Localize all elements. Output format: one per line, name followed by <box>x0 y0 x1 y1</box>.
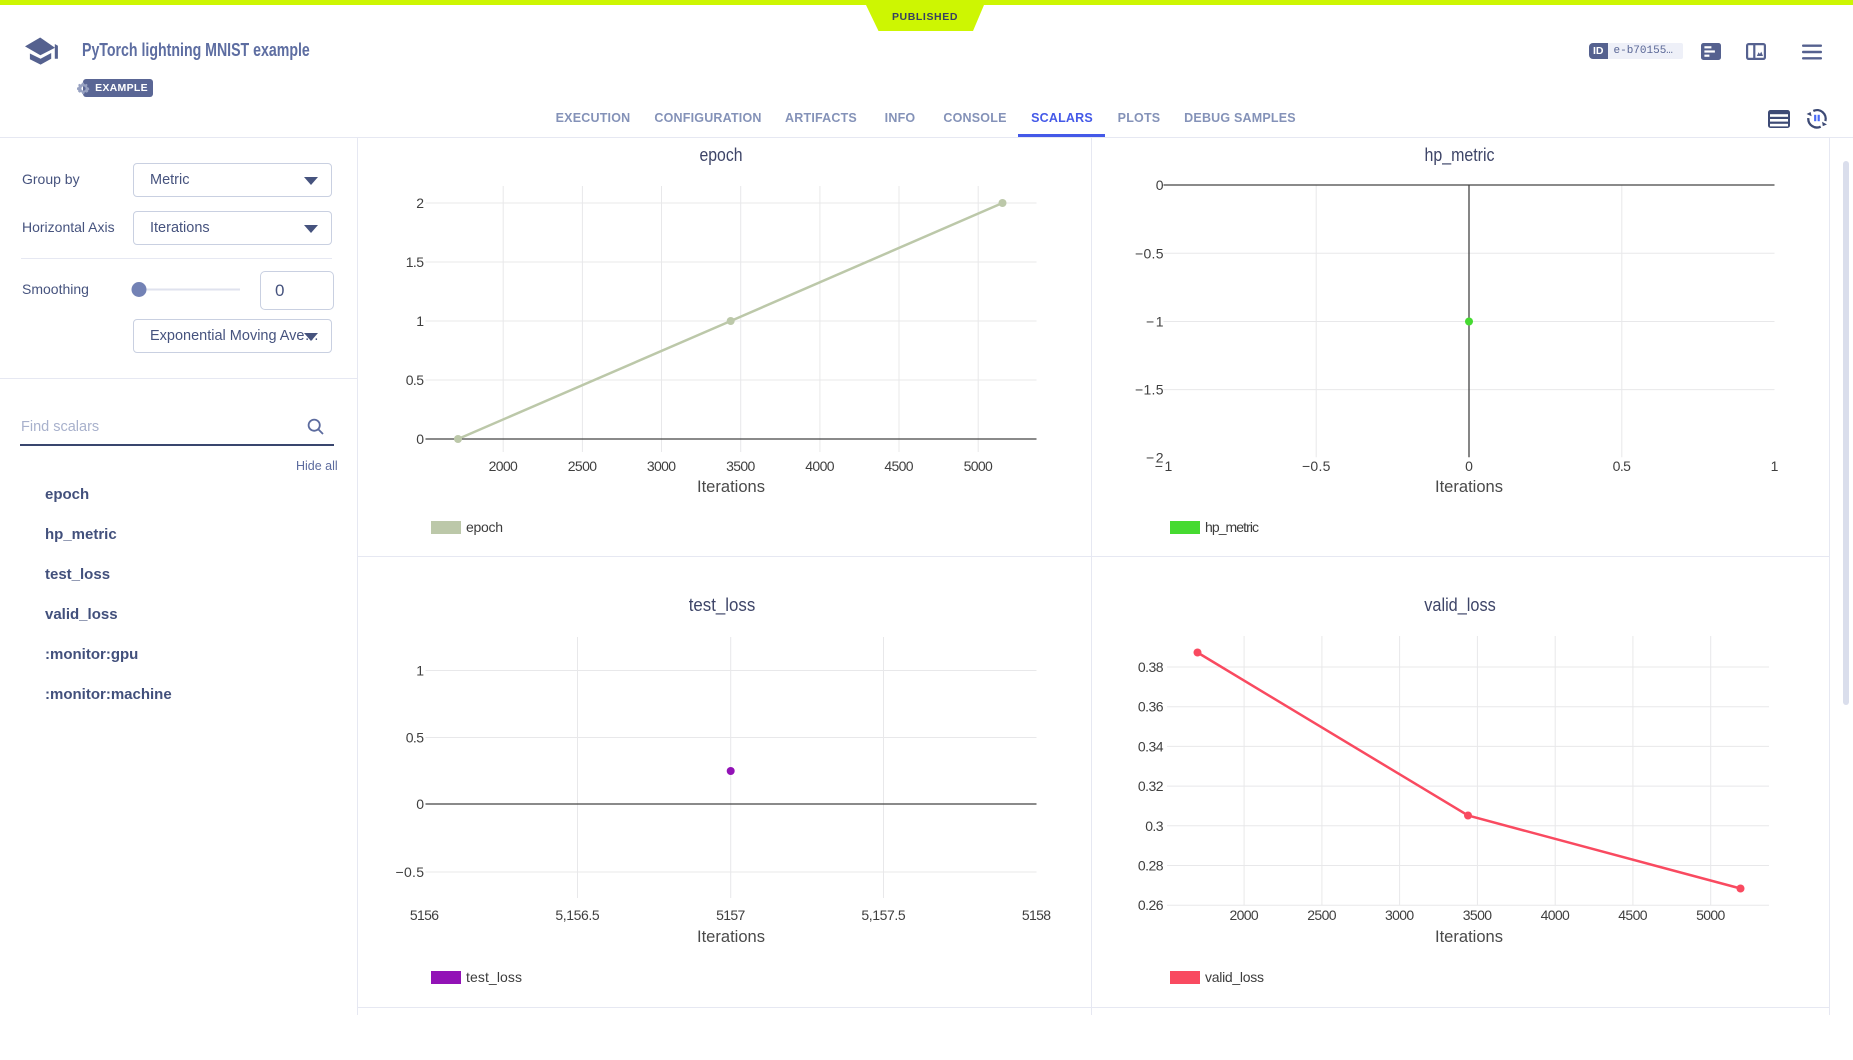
svg-text:Iterations: Iterations <box>697 477 765 496</box>
svg-text:5000: 5000 <box>1696 907 1725 923</box>
svg-text:1: 1 <box>1771 458 1779 474</box>
svg-text:1.5: 1.5 <box>406 254 425 270</box>
svg-text:5,157.5: 5,157.5 <box>861 907 906 923</box>
svg-text:−0.5: −0.5 <box>1302 458 1331 474</box>
svg-text:valid_loss: valid_loss <box>1205 969 1264 985</box>
svg-text:−0.5: −0.5 <box>396 864 425 880</box>
svg-text:0: 0 <box>1465 458 1473 474</box>
svg-text:0.3: 0.3 <box>1145 818 1164 834</box>
svg-text:3000: 3000 <box>647 458 676 474</box>
svg-text:2500: 2500 <box>1307 907 1336 923</box>
svg-text:0.5: 0.5 <box>406 730 425 746</box>
svg-text:epoch: epoch <box>466 519 503 535</box>
svg-text:−0.5: −0.5 <box>1135 245 1164 261</box>
svg-text:0.36: 0.36 <box>1138 699 1164 715</box>
svg-text:0: 0 <box>1156 177 1164 193</box>
svg-text:1: 1 <box>416 663 424 679</box>
svg-text:−2: −2 <box>1146 449 1164 465</box>
svg-text:2500: 2500 <box>568 458 597 474</box>
svg-text:−1: −1 <box>1146 314 1164 330</box>
svg-text:0.26: 0.26 <box>1138 897 1164 913</box>
svg-text:4500: 4500 <box>884 458 913 474</box>
svg-text:Iterations: Iterations <box>697 927 765 946</box>
svg-text:2000: 2000 <box>489 458 518 474</box>
svg-text:test_loss: test_loss <box>466 969 522 985</box>
svg-text:4000: 4000 <box>1541 907 1570 923</box>
svg-text:3000: 3000 <box>1385 907 1414 923</box>
svg-text:5,156.5: 5,156.5 <box>555 907 600 923</box>
svg-text:2000: 2000 <box>1230 907 1259 923</box>
svg-text:hp_metric: hp_metric <box>1205 519 1259 535</box>
svg-text:0.32: 0.32 <box>1138 778 1164 794</box>
svg-text:−1.5: −1.5 <box>1135 382 1164 398</box>
svg-text:0.5: 0.5 <box>1613 458 1632 474</box>
svg-text:4000: 4000 <box>805 458 834 474</box>
svg-text:5000: 5000 <box>964 458 993 474</box>
svg-text:5157: 5157 <box>716 907 745 923</box>
svg-text:test_loss: test_loss <box>689 595 756 616</box>
svg-text:5156: 5156 <box>410 907 439 923</box>
svg-text:0.5: 0.5 <box>406 372 425 388</box>
svg-text:1: 1 <box>416 313 424 329</box>
svg-text:3500: 3500 <box>726 458 755 474</box>
svg-text:4500: 4500 <box>1618 907 1647 923</box>
svg-text:−1: −1 <box>1155 458 1173 474</box>
svg-text:0: 0 <box>416 796 424 812</box>
svg-text:hp_metric: hp_metric <box>1425 145 1495 166</box>
svg-text:3500: 3500 <box>1463 907 1492 923</box>
svg-text:0: 0 <box>416 431 424 447</box>
svg-text:0.28: 0.28 <box>1138 858 1164 874</box>
svg-text:Iterations: Iterations <box>1435 927 1503 946</box>
svg-text:0.38: 0.38 <box>1138 659 1164 675</box>
svg-text:2: 2 <box>416 195 424 211</box>
svg-text:valid_loss: valid_loss <box>1424 595 1496 616</box>
svg-text:5158: 5158 <box>1022 907 1051 923</box>
svg-text:epoch: epoch <box>700 145 743 165</box>
svg-text:0.34: 0.34 <box>1138 738 1164 754</box>
svg-text:Iterations: Iterations <box>1435 477 1503 496</box>
